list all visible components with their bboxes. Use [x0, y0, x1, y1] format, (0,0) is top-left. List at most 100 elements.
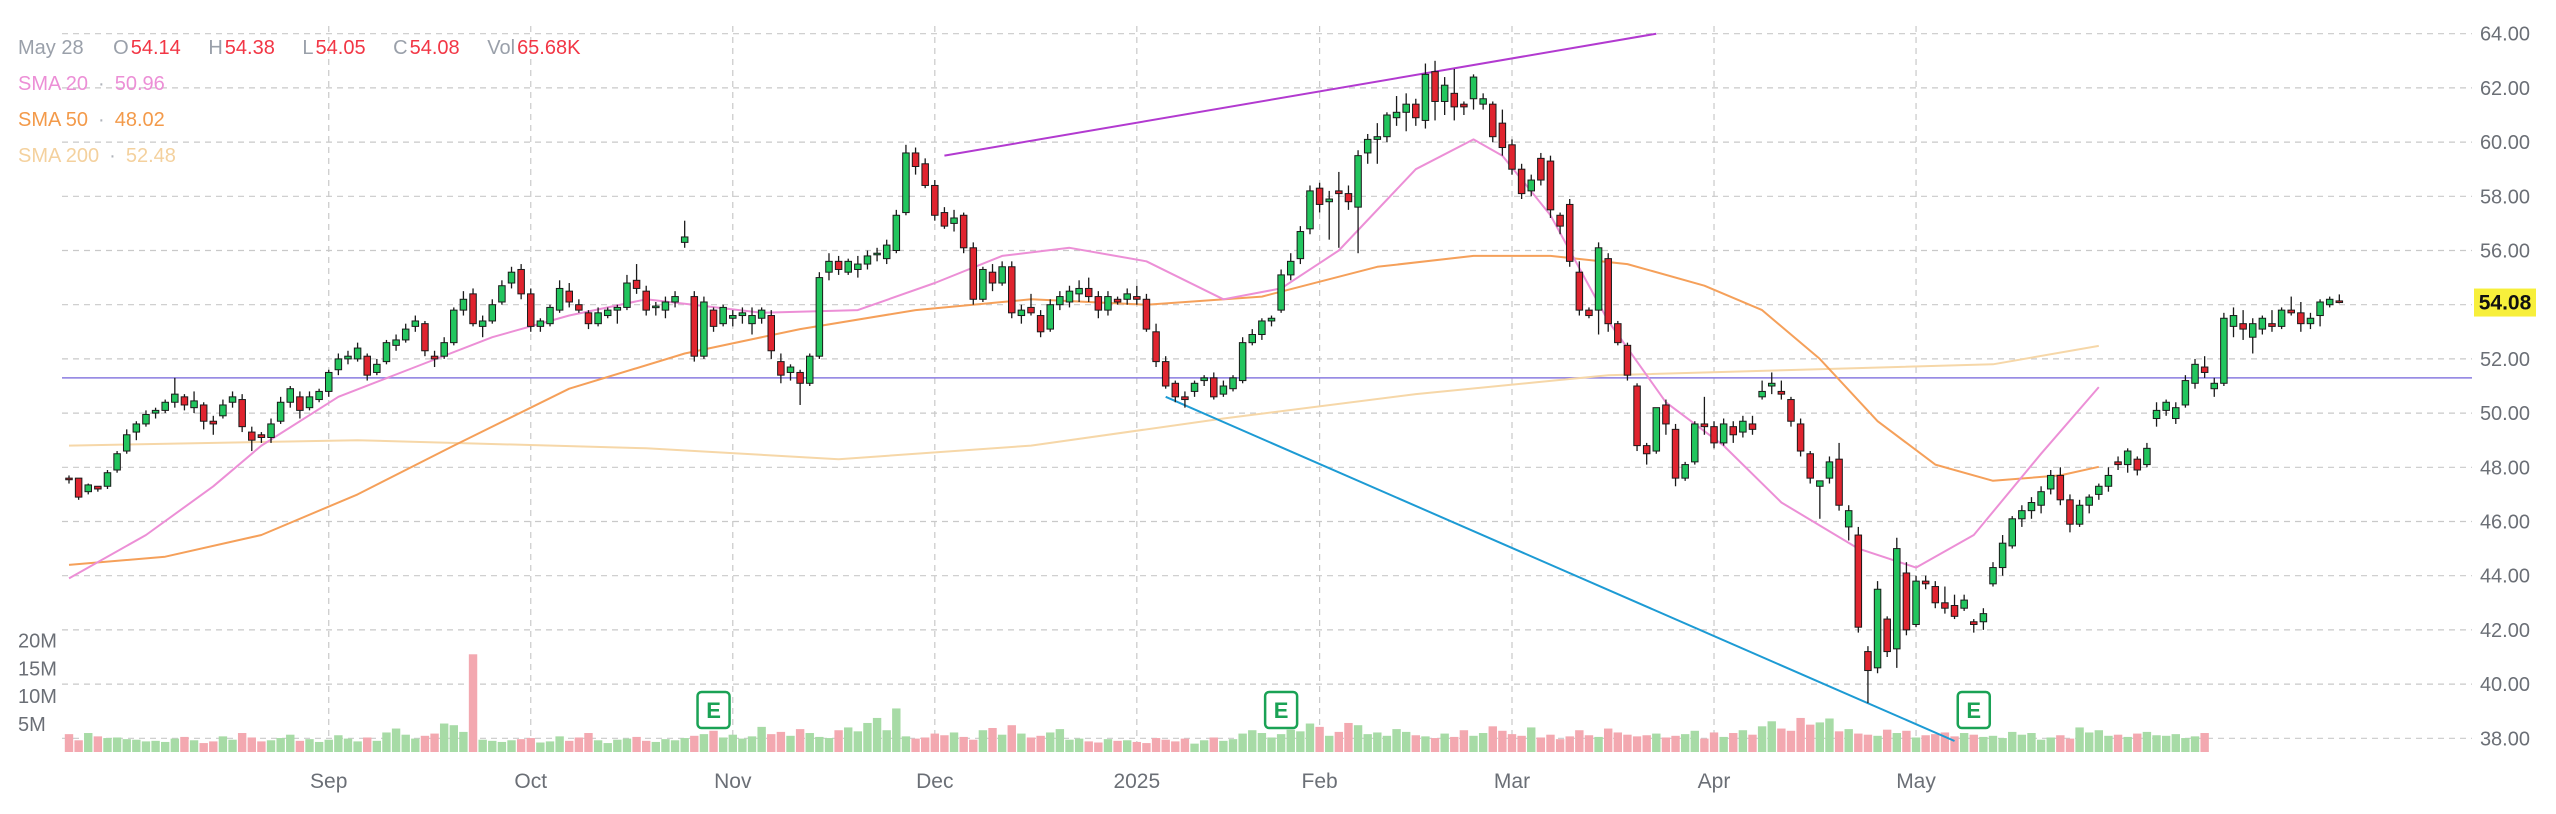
candle: [2008, 516, 2016, 549]
sma50-label: SMA 50: [18, 109, 89, 131]
candle-body: [1460, 103, 1468, 108]
candle: [2018, 505, 2026, 527]
sma50-legend[interactable]: SMA 50 · 48.02: [18, 102, 602, 138]
candle-body: [1594, 247, 1603, 311]
volume-bar: [661, 739, 670, 752]
volume-bar: [1257, 733, 1267, 752]
candle: [1873, 581, 1882, 674]
volume-bar: [151, 740, 160, 752]
candle-body: [757, 309, 766, 319]
candle-body: [1296, 231, 1305, 260]
price-axis-label: 52.00: [2480, 349, 2530, 371]
volume-bar: [1392, 729, 1401, 752]
time-axis-label: Oct: [514, 770, 547, 793]
volume-bar: [516, 739, 526, 752]
candle: [65, 475, 73, 484]
candle-body: [401, 328, 410, 341]
volume-bar: [391, 728, 401, 752]
volume-bar: [1921, 735, 1930, 752]
candle-body: [2075, 504, 2084, 525]
candle-body: [1710, 426, 1718, 444]
candle: [1161, 356, 1170, 389]
candle-body: [363, 355, 371, 376]
volume-bar: [276, 738, 285, 752]
chart-legend: May 28 O 54.14 H 54.38 L 54.05 C 54.08 Vol 65…: [18, 30, 602, 174]
candle: [382, 339, 391, 365]
candle: [296, 391, 304, 419]
volume-bar: [218, 736, 228, 752]
candle-body: [440, 342, 448, 357]
candle: [1421, 63, 1430, 129]
candle: [1614, 320, 1622, 346]
candle: [700, 296, 708, 359]
candle-body: [2066, 499, 2074, 525]
candle: [2325, 296, 2334, 308]
candle: [1065, 285, 1074, 308]
sma20-legend[interactable]: SMA 20 · 50.96: [18, 66, 602, 102]
candle-body: [1142, 298, 1151, 330]
candle-body: [1200, 377, 1208, 382]
volume-bar: [603, 743, 612, 752]
volume-bar: [497, 741, 507, 752]
candle-body: [1046, 304, 1054, 330]
volume-bar: [1055, 729, 1065, 752]
candle-body: [825, 260, 833, 273]
candle-body: [103, 472, 112, 487]
candle-body: [1036, 315, 1045, 333]
volume-bar: [2094, 730, 2104, 752]
volume-bar: [593, 740, 603, 752]
volume-bar: [959, 736, 968, 752]
last-price-label: 54.08: [2479, 292, 2532, 315]
candle-body: [1873, 588, 1882, 669]
candle: [1556, 212, 1564, 235]
candle-body: [1219, 385, 1228, 395]
volume-bar: [1199, 740, 1209, 752]
sma200-legend[interactable]: SMA 200 · 52.48: [18, 138, 602, 174]
candle: [1662, 399, 1670, 435]
candle: [2143, 442, 2151, 468]
candle-body: [2172, 407, 2180, 420]
candle-body: [2143, 447, 2151, 466]
candle-body: [815, 277, 824, 357]
candle: [1941, 586, 1949, 614]
candle-body: [2220, 317, 2228, 384]
volume-bar: [1180, 738, 1190, 752]
candle-body: [2008, 518, 2016, 547]
volume-axis-label: 5M: [18, 714, 46, 736]
candle: [1912, 575, 1920, 628]
candle-body: [1373, 136, 1382, 140]
earnings-marker[interactable]: E: [1263, 690, 1299, 730]
candle: [171, 377, 179, 408]
candle: [1489, 101, 1497, 143]
volume-bar: [2065, 738, 2075, 752]
volume-bar: [1498, 730, 1507, 752]
candle: [2085, 494, 2093, 514]
candle: [132, 421, 141, 441]
candle-body: [2162, 401, 2170, 411]
candle-body: [748, 315, 756, 325]
candle: [469, 288, 477, 327]
ohlc-row: May 28 O 54.14 H 54.38 L 54.05 C 54.08 Vol 65…: [18, 30, 602, 66]
volume-bar: [1276, 734, 1286, 752]
earnings-marker[interactable]: E: [696, 690, 731, 730]
candle: [1739, 415, 1747, 438]
volume-bar: [141, 741, 151, 752]
volume-bar: [1190, 743, 1199, 752]
volume-bar: [343, 738, 353, 752]
volume-bar: [324, 739, 333, 752]
candle-body: [344, 355, 352, 360]
candle: [882, 239, 891, 265]
candle: [392, 334, 400, 351]
volume-bar: [911, 738, 920, 752]
volume-bar: [1825, 718, 1834, 752]
candle-body: [2095, 485, 2103, 495]
candle-body: [1719, 423, 1728, 444]
candle: [286, 386, 295, 408]
candle-body: [2104, 474, 2113, 487]
earnings-marker[interactable]: E: [1956, 690, 1992, 730]
volume-bar: [1892, 733, 1901, 752]
candle: [1008, 261, 1016, 319]
candles-layer: [65, 60, 2344, 704]
candle: [1248, 329, 1257, 346]
